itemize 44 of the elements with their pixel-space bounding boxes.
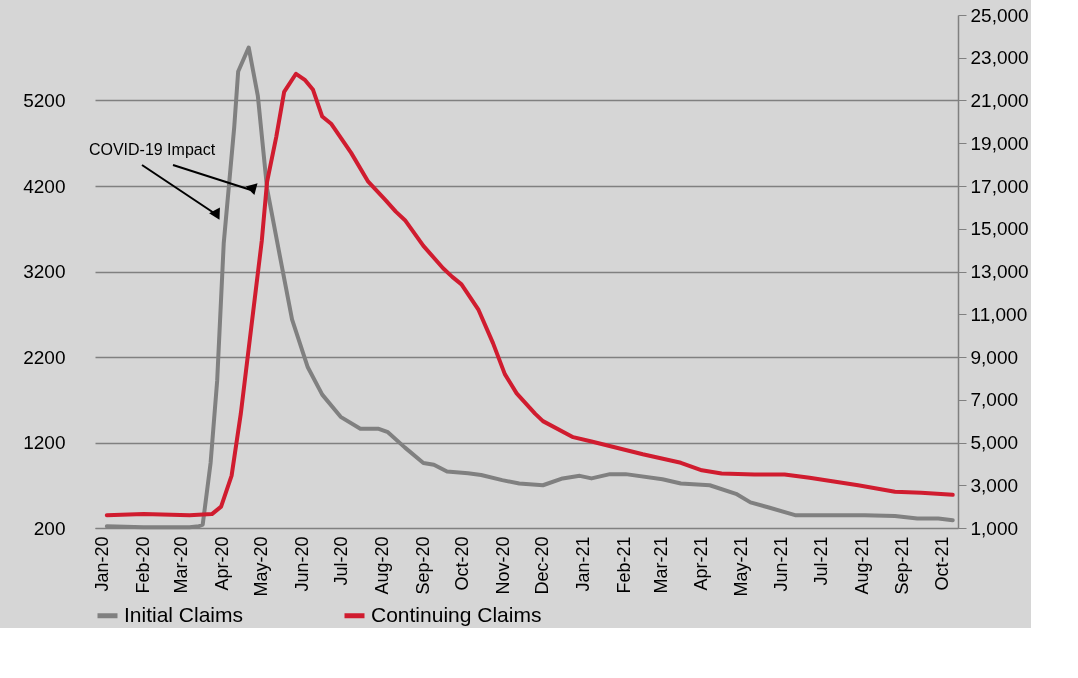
x-tick-label: Apr-21 <box>691 536 712 591</box>
y2-tick-label: 7,000 <box>970 389 1019 411</box>
x-tick-label: Jan-21 <box>573 536 594 592</box>
x-tick-label: Jun-21 <box>771 536 792 592</box>
y2-tick-label: 19,000 <box>970 132 1029 154</box>
x-tick-label: Aug-20 <box>372 536 393 595</box>
x-tick-label: Sep-21 <box>892 536 913 595</box>
y2-tick-label: 25,000 <box>970 4 1029 26</box>
x-tick-label: May-20 <box>251 536 272 597</box>
x-tick-label: Mar-20 <box>171 536 192 594</box>
x-tick-label: Dec-20 <box>532 536 553 595</box>
y-tick-label: 5200 <box>23 90 66 111</box>
x-tick-label: Jul-21 <box>810 536 831 586</box>
y-tick-label: 4200 <box>23 175 66 197</box>
x-tick-label: May-21 <box>730 536 751 597</box>
x-tick-label: Sep-20 <box>412 536 433 595</box>
annotation: COVID-19 Impact <box>88 141 216 158</box>
x-tick-label: Feb-20 <box>133 536 154 594</box>
y2-tick-label: 1,000 <box>970 517 1019 539</box>
y-tick-label: 1200 <box>23 432 66 453</box>
y2-tick-label: 9,000 <box>970 346 1019 368</box>
y-tick-label: 200 <box>33 517 66 539</box>
x-tick-label: Feb-21 <box>613 536 634 594</box>
x-tick-label: Apr-20 <box>211 536 232 591</box>
legend-label: Initial Claims <box>124 602 244 626</box>
x-tick-label: Aug-21 <box>851 536 872 595</box>
y2-tick-label: 23,000 <box>970 47 1029 69</box>
x-tick-label: Jun-20 <box>292 536 313 592</box>
y2-tick-label: 5,000 <box>970 432 1019 453</box>
x-tick-label: Jul-20 <box>331 536 352 586</box>
x-tick-label: Jan-20 <box>92 536 113 592</box>
legend-label: Continuing Claims <box>371 602 542 626</box>
x-tick-label: Oct-21 <box>931 536 952 591</box>
y2-tick-label: 13,000 <box>970 261 1029 282</box>
y2-tick-label: 15,000 <box>970 218 1029 240</box>
x-tick-label: Mar-21 <box>650 536 671 594</box>
y2-tick-label: 21,000 <box>970 90 1029 111</box>
y2-tick-label: 17,000 <box>970 175 1029 197</box>
x-tick-label: Oct-20 <box>452 536 473 591</box>
y-tick-label: 2200 <box>23 346 66 368</box>
x-tick-label: Nov-20 <box>493 536 514 595</box>
y-tick-label: 3200 <box>23 261 66 282</box>
y2-tick-label: 3,000 <box>970 474 1019 496</box>
y2-tick-label: 11,000 <box>970 303 1028 325</box>
